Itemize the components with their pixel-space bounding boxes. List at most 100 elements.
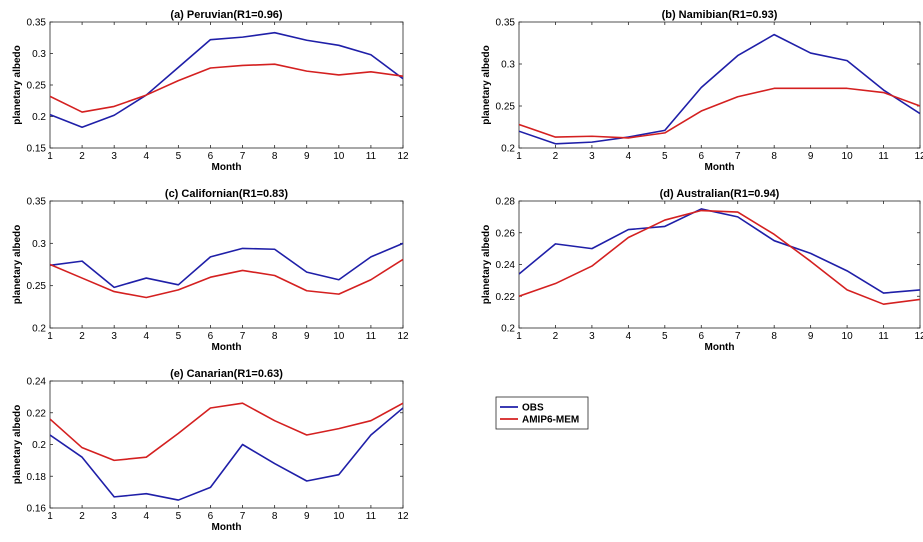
plot-frame: [49, 380, 404, 509]
x-tick-label: 12: [397, 151, 409, 162]
x-tick-label: 9: [808, 151, 814, 162]
x-tick-label: 12: [914, 151, 923, 162]
y-tick-label: 0.25: [27, 281, 47, 292]
legend-box: [495, 396, 589, 430]
x-tick-label: 9: [304, 511, 310, 522]
y-tick-label: 0.16: [27, 504, 47, 515]
x-tick-label: 5: [662, 331, 668, 342]
x-tick-label: 8: [771, 151, 777, 162]
x-tick-label: 10: [333, 151, 345, 162]
x-tick-label: 9: [808, 331, 814, 342]
subplot-5: (e) Canarian(R1=0.63)1 2 3 4 5 6 7 8 9 10 11 120.16…: [12, 368, 409, 533]
x-tick-label: 5: [176, 511, 182, 522]
y-tick-label: 0.28: [496, 197, 516, 208]
x-tick-label: 1: [516, 331, 522, 342]
y-tick-label: 0.2: [32, 112, 46, 123]
x-tick-label: 4: [626, 151, 632, 162]
y-tick-label: 0.2: [501, 324, 515, 335]
x-tick-label: 1: [47, 151, 53, 162]
x-tick-label: 11: [878, 151, 889, 162]
subplot-3: (c) Californian(R1=0.83)1 2 3 4 5 6 7 8 9 10 11 120…: [12, 188, 409, 353]
subplot-title: (b) Namibian(R1=0.93): [662, 9, 778, 21]
y-axis-label: planetary albedo: [12, 225, 23, 304]
x-tick-label: 3: [111, 331, 117, 342]
x-tick-label: 1: [516, 151, 522, 162]
series-line-obs: [50, 407, 403, 501]
x-tick-label: 3: [589, 151, 595, 162]
x-tick-label: 12: [914, 331, 923, 342]
y-tick-label: 0.25: [496, 102, 516, 113]
x-tick-label: 2: [79, 331, 85, 342]
x-tick-label: 10: [842, 151, 854, 162]
x-axis-label: Month: [212, 162, 242, 173]
y-tick-label: 0.35: [27, 197, 47, 208]
y-tick-label: 0.2: [32, 324, 46, 335]
x-axis-label: Month: [212, 342, 242, 353]
x-axis-label: Month: [705, 342, 735, 353]
x-tick-label: 2: [79, 151, 85, 162]
x-tick-label: 11: [366, 511, 377, 522]
y-tick-label: 0.3: [32, 239, 46, 250]
x-tick-label: 6: [208, 151, 214, 162]
series-line-amip6-mem: [50, 63, 403, 113]
y-tick-label: 0.2: [501, 144, 515, 155]
x-tick-label: 2: [79, 511, 85, 522]
x-tick-label: 11: [878, 331, 889, 342]
x-tick-label: 5: [176, 151, 182, 162]
subplot-1: (a) Peruvian(R1=0.96)1 2 3 4 5 6 7 8 9 10 11 120.15…: [12, 9, 409, 173]
subplot-title: (a) Peruvian(R1=0.96): [170, 9, 283, 21]
x-tick-label: 2: [553, 331, 559, 342]
x-tick-label: 6: [208, 331, 214, 342]
legend-label: OBS: [522, 403, 544, 414]
subplot-title: (c) Californian(R1=0.83): [165, 188, 289, 200]
x-axis-label: Month: [212, 522, 242, 533]
x-tick-label: 1: [47, 331, 53, 342]
x-tick-label: 2: [553, 151, 559, 162]
x-tick-label: 12: [397, 331, 409, 342]
y-axis-label: planetary albedo: [481, 45, 492, 124]
x-tick-label: 9: [304, 151, 310, 162]
legend-label: AMIP6-MEM: [522, 415, 579, 426]
plot-frame: [49, 200, 404, 329]
y-tick-label: 0.35: [496, 18, 516, 29]
x-tick-label: 8: [771, 331, 777, 342]
x-tick-label: 4: [143, 511, 149, 522]
x-tick-label: 3: [111, 151, 117, 162]
series-line-amip6-mem: [50, 402, 403, 462]
x-tick-label: 3: [111, 511, 117, 522]
subplot-title: (d) Australian(R1=0.94): [660, 188, 780, 200]
y-tick-label: 0.35: [27, 18, 47, 29]
x-tick-label: 7: [240, 511, 246, 522]
series-line-obs: [519, 33, 920, 145]
y-tick-label: 0.3: [501, 60, 515, 71]
x-tick-label: 8: [272, 331, 278, 342]
subplot-2: (b) Namibian(R1=0.93)1 2 3 4 5 6 7 8 9 10 11 120.20…: [481, 9, 923, 173]
y-tick-label: 0.3: [32, 49, 46, 60]
y-tick-label: 0.15: [27, 144, 47, 155]
plot-frame: [518, 21, 921, 149]
x-tick-label: 10: [842, 331, 854, 342]
series-line-amip6-mem: [519, 209, 920, 305]
x-tick-label: 11: [366, 331, 377, 342]
series-line-obs: [50, 31, 403, 129]
series-line-obs: [50, 242, 403, 289]
x-tick-label: 12: [397, 511, 409, 522]
y-tick-label: 0.2: [32, 440, 46, 451]
x-tick-label: 5: [176, 331, 182, 342]
x-tick-label: 7: [735, 151, 741, 162]
y-tick-label: 0.26: [496, 228, 516, 239]
x-tick-label: 7: [735, 331, 741, 342]
x-tick-label: 4: [143, 331, 149, 342]
y-tick-label: 0.25: [27, 81, 47, 92]
x-tick-label: 4: [143, 151, 149, 162]
series-line-amip6-mem: [519, 87, 920, 139]
series-line-amip6-mem: [50, 258, 403, 299]
y-axis-label: planetary albedo: [12, 405, 23, 484]
y-tick-label: 0.24: [496, 260, 516, 271]
x-tick-label: 8: [272, 511, 278, 522]
subplot-4: (d) Australian(R1=0.94)1 2 3 4 5 6 7 8 9 10 11 120.…: [481, 188, 923, 353]
y-axis-label: planetary albedo: [481, 225, 492, 304]
x-tick-label: 6: [208, 511, 214, 522]
